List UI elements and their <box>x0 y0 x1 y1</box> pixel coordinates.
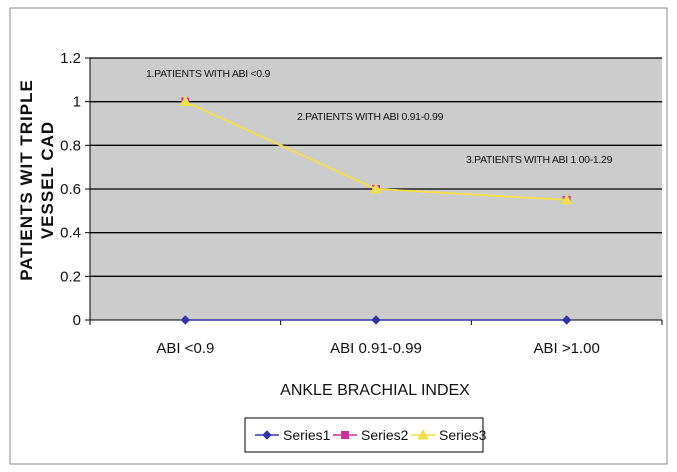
x-axis-title: ANKLE BRACHIAL INDEX <box>280 382 470 399</box>
y-tick-label: 0 <box>73 312 81 329</box>
y-tick-label: 1.2 <box>60 50 81 67</box>
y-tick-label: 0.2 <box>60 268 81 285</box>
legend: Series1 Series2 Series3 <box>244 417 487 453</box>
data-point-series3 <box>370 182 382 194</box>
data-point-series1 <box>180 315 191 325</box>
x-tick-label: ABI 0.91-0.99 <box>330 340 422 357</box>
y-axis-title-line-1: PATIENTS WIT TRIPLE <box>17 79 36 281</box>
x-tick-label: ABI >1.00 <box>534 340 600 357</box>
data-point-series3 <box>179 95 192 107</box>
plot-area: 0 0.2 0.4 0.6 0.8 1 1.2 ABI <0.9 ABI 0.91-0.99 AB… <box>60 50 663 357</box>
legend-marker-series1 <box>262 430 272 440</box>
data-point-series1 <box>561 315 572 325</box>
y-tick-label: 0.6 <box>60 181 81 198</box>
x-tick-label: ABI <0.9 <box>156 340 214 357</box>
data-point-series1 <box>371 315 381 325</box>
annotation-label: 3.PATIENTS WITH ABI 1.00-1.29 <box>466 154 613 166</box>
y-tick-label: 1 <box>73 94 81 111</box>
legend-label-series2: Series2 <box>361 427 409 443</box>
annotation-label: 2.PATIENTS WITH ABI 0.91-0.99 <box>297 111 444 123</box>
y-tick-label: 0.8 <box>60 137 81 154</box>
y-tick-label: 0.4 <box>60 225 81 242</box>
legend-box <box>244 417 484 453</box>
data-point-series3 <box>560 193 573 205</box>
legend-marker-series2 <box>341 431 349 439</box>
legend-label-series3: Series3 <box>439 427 487 443</box>
legend-marker-series3 <box>417 428 429 440</box>
legend-label-series1: Series1 <box>283 427 331 443</box>
y-axis-title-line-2: VESSEL CAD <box>38 121 57 239</box>
annotation-label: 1.PATIENTS WITH ABI <0.9 <box>146 68 270 80</box>
